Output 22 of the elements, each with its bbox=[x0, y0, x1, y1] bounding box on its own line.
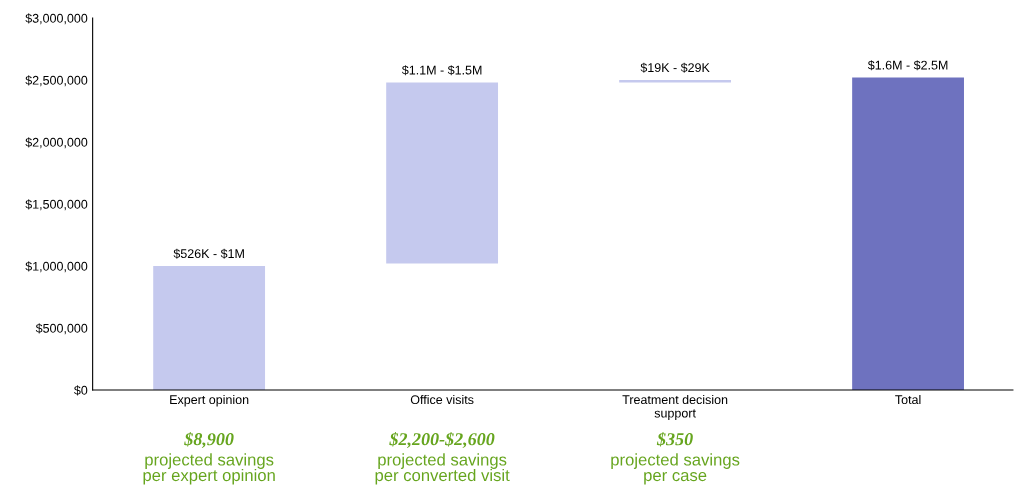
annotation: $19K - $29K bbox=[640, 62, 710, 73]
y-tick-label: $1,000,000 bbox=[25, 261, 88, 273]
x-tick-label: Total bbox=[895, 394, 921, 405]
text: $2,200-$2,600 projected savings per converted visit bbox=[375, 432, 510, 485]
y-tick-label: $2,500,000 bbox=[25, 75, 88, 87]
bar bbox=[619, 80, 731, 83]
annotation: $1.6M - $2.5M bbox=[867, 60, 948, 71]
x-tick-label: Office visits bbox=[410, 394, 474, 405]
y-tick-label: $500,000 bbox=[35, 323, 88, 335]
text: $350 projected savings per case bbox=[611, 432, 740, 485]
annotation: $526K - $1M bbox=[173, 248, 244, 259]
x-tick-label: Treatment decision support bbox=[622, 394, 728, 421]
x-tick-label: Expert opinion bbox=[170, 394, 249, 407]
annotation: $1.1M - $1.5M bbox=[401, 65, 482, 76]
y-tick-label: $2,000,000 bbox=[25, 137, 88, 149]
y-tick-label: $0 bbox=[74, 385, 88, 396]
bar bbox=[852, 77, 964, 391]
y-tick-label: $3,000,000 bbox=[25, 13, 88, 25]
bar bbox=[386, 82, 499, 264]
text: $8,900 projected savings per expert opinion bbox=[143, 432, 275, 485]
bar bbox=[153, 266, 266, 391]
y-tick-label: $1,500,000 bbox=[25, 199, 88, 211]
